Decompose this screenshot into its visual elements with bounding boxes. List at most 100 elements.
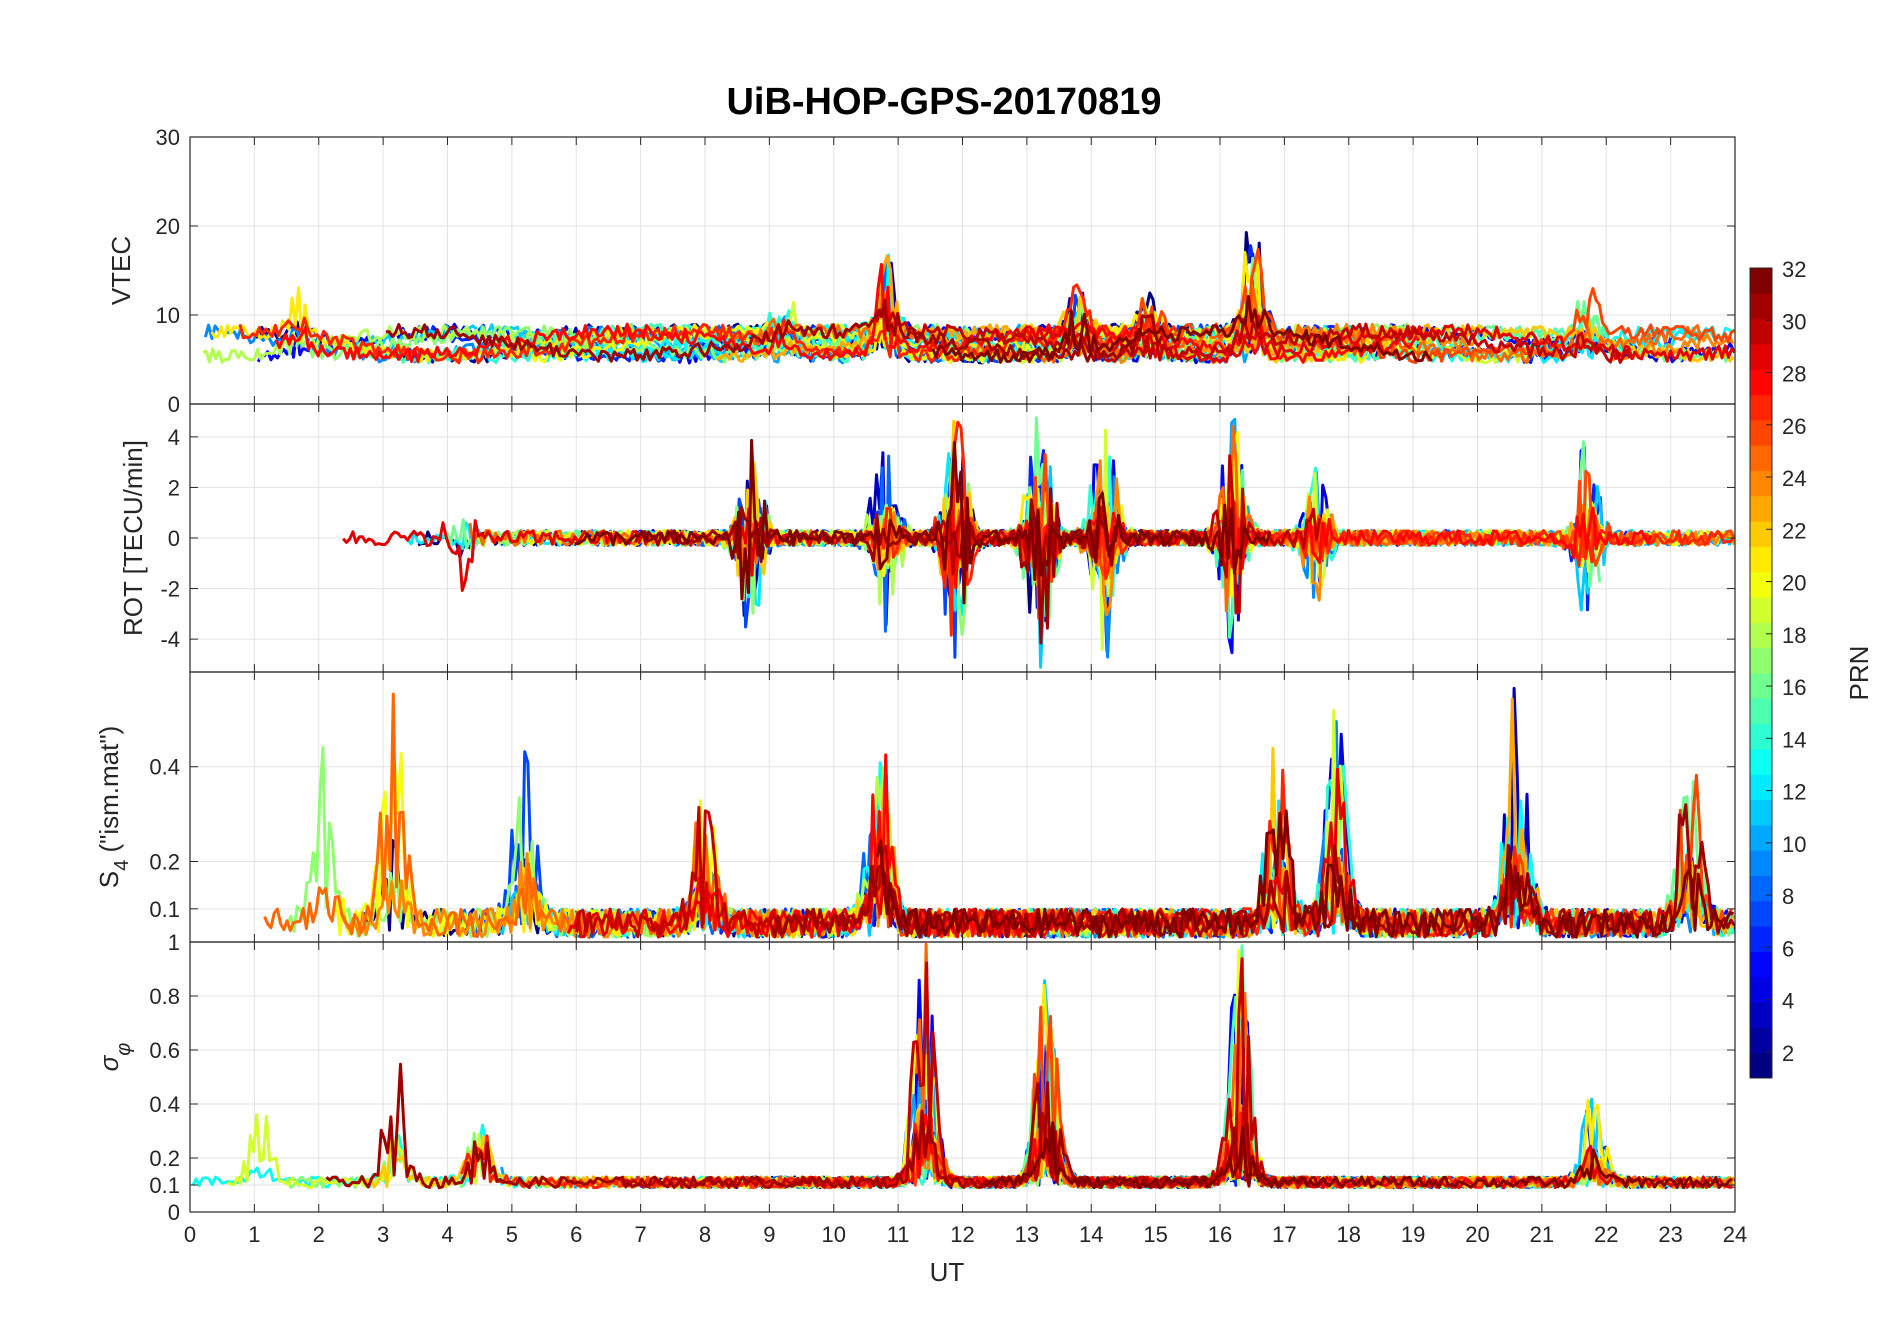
x-tick-label: 10	[822, 1222, 846, 1247]
series-prn-1	[739, 1050, 1579, 1190]
y-tick-label: 10	[156, 303, 180, 328]
series-prn-1	[417, 486, 1189, 623]
x-tick-label: 20	[1465, 1222, 1489, 1247]
y-axis-label: ROT [TECU/min]	[118, 440, 148, 636]
x-tick-label: 19	[1401, 1222, 1425, 1247]
series-prn-3	[991, 686, 1734, 939]
x-tick-label: 9	[763, 1222, 775, 1247]
colorbar-tick-label: 26	[1782, 414, 1806, 439]
y-tick-label: 0.8	[149, 984, 180, 1009]
y-tick-label: 0.1	[149, 1173, 180, 1198]
x-tick-label: 1	[248, 1222, 260, 1247]
y-tick-label: -2	[160, 577, 180, 602]
colorbar-segment	[1750, 546, 1772, 573]
colorbar-segment	[1750, 268, 1772, 294]
series-prn-23	[576, 1103, 1735, 1190]
y-tick-label: 0.6	[149, 1038, 180, 1063]
colorbar-tick-label: 18	[1782, 623, 1806, 648]
colorbar-segment	[1750, 647, 1772, 674]
colorbar-tick-label: 32	[1782, 257, 1806, 282]
series-prn-30	[619, 957, 1276, 1190]
series-prn-10	[500, 969, 1188, 1190]
colorbar-tick-label: 24	[1782, 466, 1806, 491]
series-prn-30	[875, 308, 1632, 364]
panel-sigma_phi: 00.10.2 0.4 0.6 0.8 1 σφ	[94, 930, 1736, 1225]
colorbar-segment	[1750, 495, 1772, 522]
series-group	[191, 942, 1735, 1190]
series-prn-15	[1034, 944, 1735, 1190]
series-prn-31	[325, 1062, 1329, 1190]
series-prn-26	[1082, 248, 1735, 365]
colorbar-segment	[1750, 698, 1772, 725]
panel-vtec: 0 10 20 30 VTEC	[106, 125, 1736, 417]
colorbar-segment	[1750, 673, 1772, 699]
colorbar-segment	[1750, 419, 1772, 446]
colorbar-tick-label: 16	[1782, 675, 1806, 700]
series-prn-28	[274, 262, 1421, 364]
y-tick-label: -4	[160, 627, 180, 652]
y-axis-label: VTEC	[106, 236, 136, 305]
colorbar-tick-label: 6	[1782, 936, 1794, 961]
panel-rot: -4 -2 0 2 4 ROT [TECU/min]	[118, 403, 1736, 673]
chart-title: UiB-HOP-GPS-20170819	[726, 81, 1161, 123]
x-tick-label: 16	[1208, 1222, 1232, 1247]
colorbar-segment	[1750, 951, 1772, 978]
series-prn-31	[385, 298, 1164, 363]
x-tick-label: 5	[506, 1222, 518, 1247]
colorbar-tick-label: 28	[1782, 362, 1806, 387]
colorbar-segment	[1750, 293, 1772, 320]
colorbar-tick-label: 10	[1782, 832, 1806, 857]
colorbar-segment	[1750, 723, 1772, 750]
x-tick-label: 17	[1272, 1222, 1296, 1247]
x-tick-label: 13	[1015, 1222, 1039, 1247]
colorbar-tick-label: 30	[1782, 309, 1806, 334]
y-tick-label: 0.1	[149, 897, 180, 922]
x-tick-label: 3	[377, 1222, 389, 1247]
series-prn-32	[984, 1121, 1733, 1190]
colorbar-segment	[1750, 748, 1772, 775]
colorbar-segment	[1750, 571, 1772, 598]
x-tick-label: 21	[1530, 1222, 1554, 1247]
colorbar-segment	[1750, 926, 1772, 952]
x-tick-label: 2	[313, 1222, 325, 1247]
x-tick-label: 18	[1337, 1222, 1361, 1247]
series-prn-22	[682, 746, 1735, 939]
series-prn-9	[1048, 475, 1734, 659]
colorbar-segment	[1750, 799, 1772, 826]
series-prn-8	[746, 1106, 1446, 1190]
y-tick-label: 20	[156, 214, 180, 239]
series-prn-29	[342, 507, 870, 592]
colorbar-segment	[1750, 318, 1772, 345]
colorbar-segment	[1750, 900, 1772, 927]
x-tick-label: 24	[1723, 1222, 1747, 1247]
colorbar-frame	[1749, 267, 1773, 1079]
colorbar-segment	[1750, 1052, 1772, 1079]
series-prn-18	[202, 323, 597, 364]
series-group	[263, 686, 1735, 939]
x-tick-label: 7	[635, 1222, 647, 1247]
x-tick-label: 11	[887, 1222, 910, 1247]
colorbar-tick-label: 8	[1782, 884, 1794, 909]
x-axis-label: UT	[930, 1257, 965, 1287]
series-prn-31	[634, 487, 1207, 645]
colorbar-segment	[1750, 850, 1772, 876]
y-tick-label: 0	[168, 1200, 180, 1225]
colorbar-segment	[1750, 622, 1772, 649]
series-prn-32	[931, 295, 1433, 364]
series-group	[342, 416, 1735, 669]
colorbar-segment	[1750, 470, 1772, 497]
colorbar-segment	[1750, 774, 1772, 801]
y-tick-label: 2	[168, 475, 180, 500]
x-tick-label: 23	[1658, 1222, 1682, 1247]
series-prn-32	[574, 438, 1272, 605]
y-tick-label: 0.4	[149, 755, 180, 780]
series-prn-23	[873, 697, 1735, 939]
colorbar-tick-label: 12	[1782, 780, 1806, 805]
series-prn-32	[875, 809, 1735, 939]
series-prn-16	[735, 1043, 1218, 1189]
colorbar-tick-label: 22	[1782, 518, 1806, 543]
y-tick-label: 4	[168, 425, 180, 450]
